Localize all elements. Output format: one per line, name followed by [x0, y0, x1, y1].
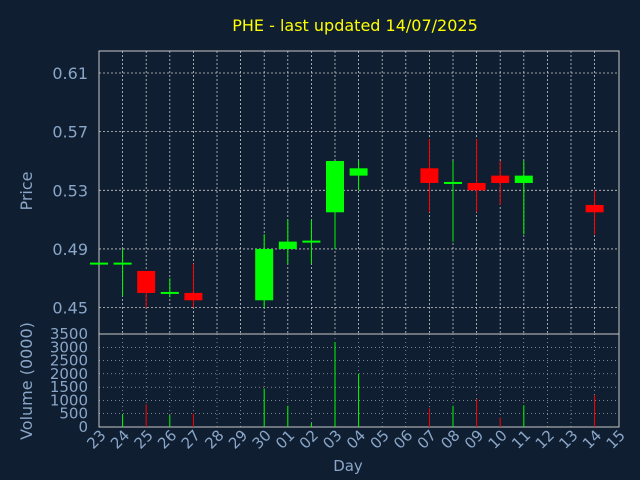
x-tick-label: 15	[603, 426, 629, 452]
x-tick-label: 14	[579, 426, 605, 452]
candle-body	[90, 262, 108, 265]
candle-body	[137, 270, 156, 293]
x-tick-label: 27	[178, 426, 204, 452]
candle-body	[255, 248, 274, 301]
x-axis: 2324252627282930010203040506070809101112…	[83, 426, 628, 452]
candle-body	[113, 262, 132, 265]
x-tick-label: 08	[437, 426, 463, 452]
volume-tick-label: 0	[78, 418, 88, 436]
candle-body	[444, 181, 462, 184]
price-panel: 0.61 0.57 0.53 0.49 0.45	[52, 50, 620, 335]
candle-body	[349, 168, 368, 176]
candle-body	[467, 182, 486, 191]
price-tick-label: 0.61	[52, 64, 88, 83]
volume-tick-label: 1500	[50, 378, 88, 396]
volume-tick-label: 3500	[50, 325, 88, 343]
price-tick-label: 0.57	[52, 123, 88, 142]
x-tick-label: 13	[555, 426, 581, 452]
chart-title: PHE - last updated 14/07/2025	[232, 16, 478, 35]
x-tick-label: 10	[485, 426, 511, 452]
x-tick-label: 25	[131, 426, 157, 452]
volume-tick-label: 2000	[50, 365, 88, 383]
price-axis-label: Price	[17, 171, 36, 210]
candle-body	[420, 168, 439, 183]
x-tick-label: 28	[201, 426, 227, 452]
volume-tick-label: 3000	[50, 338, 88, 356]
candle-body	[278, 241, 297, 249]
volume-tick-label: 1000	[50, 391, 88, 409]
candle-body	[514, 175, 533, 183]
candle-body	[491, 175, 510, 183]
x-tick-label: 26	[154, 426, 180, 452]
x-tick-label: 09	[461, 426, 487, 452]
volume-tick-label: 2500	[50, 352, 88, 370]
x-tick-label: 06	[390, 426, 416, 452]
x-tick-label: 04	[343, 426, 369, 452]
volume-tick-label: 500	[59, 405, 88, 423]
x-tick-label: 30	[249, 426, 275, 452]
x-tick-label: 07	[414, 426, 440, 452]
x-tick-label: 24	[107, 426, 133, 452]
x-axis-label: Day	[333, 457, 363, 475]
x-tick-label: 12	[532, 426, 558, 452]
x-tick-label: 03	[319, 426, 345, 452]
candle-body	[326, 160, 344, 213]
price-tick-label: 0.53	[52, 181, 88, 200]
volume-axis-label: Volume (0000)	[17, 322, 36, 440]
candle-body	[302, 240, 321, 243]
candle-body	[585, 204, 604, 213]
x-tick-label: 02	[296, 426, 322, 452]
x-tick-label: 01	[272, 426, 298, 452]
candle-body	[184, 292, 203, 301]
price-tick-label: 0.45	[52, 299, 88, 318]
price-tick-label: 0.49	[52, 240, 88, 259]
x-tick-label: 05	[367, 426, 393, 452]
x-tick-label: 29	[225, 426, 251, 452]
x-tick-label: 11	[508, 426, 534, 452]
candle-body	[160, 291, 179, 294]
